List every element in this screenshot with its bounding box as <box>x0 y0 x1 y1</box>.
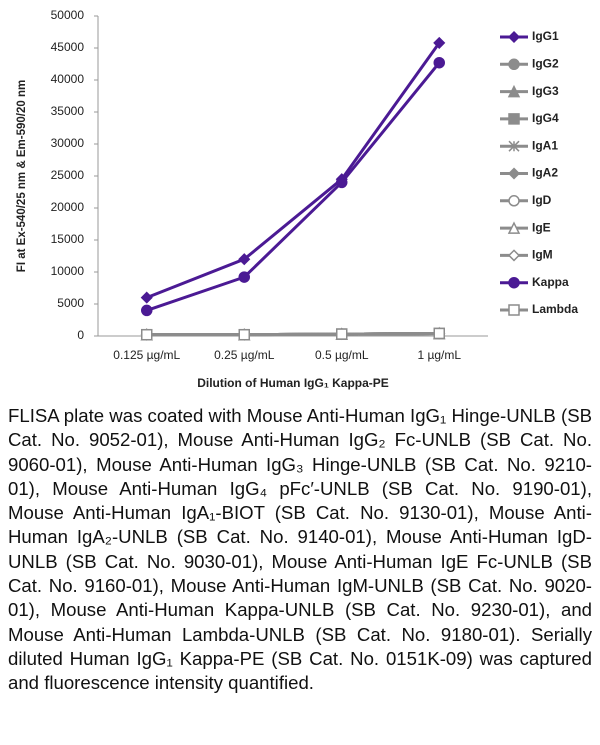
y-tick-label: 20000 <box>51 200 85 214</box>
y-tick-label: 30000 <box>51 136 85 150</box>
y-tick-label: 10000 <box>51 264 85 278</box>
legend-label: IgA1 <box>532 138 558 152</box>
x-tick-label: 0.5 µg/mL <box>315 348 369 362</box>
data-point <box>140 291 153 304</box>
series-line <box>146 61 441 312</box>
y-tick-label: 0 <box>77 328 84 342</box>
caption: FLISA plate was coated with Mouse Anti-H… <box>8 405 592 694</box>
y-tick-label: 50000 <box>51 8 85 22</box>
legend-label: Kappa <box>532 275 569 289</box>
data-point <box>141 304 153 317</box>
legend-marker <box>508 195 520 207</box>
x-tick-label: 1 µg/mL <box>417 348 461 362</box>
data-point <box>433 327 445 340</box>
y-tick-label: 5000 <box>57 296 84 310</box>
legend-label: IgG4 <box>532 111 559 125</box>
chart: FI at Ex-540/25 nm & Em-590/20 nm Diluti… <box>16 8 578 390</box>
legend-marker <box>507 30 521 44</box>
data-point <box>238 253 251 266</box>
legend-label: IgE <box>532 220 551 234</box>
series-line <box>146 331 440 337</box>
data-point <box>238 271 250 283</box>
y-tick-label: 25000 <box>51 168 85 182</box>
legend-marker <box>508 58 520 71</box>
data-point <box>433 56 445 69</box>
x-axis-title: Dilution of Human IgG₁ Kappa-PE <box>197 376 389 390</box>
legend-label: IgM <box>532 248 553 262</box>
data-point <box>433 36 446 49</box>
x-tick-label: 0.25 µg/mL <box>214 348 275 362</box>
series-line <box>146 42 441 299</box>
legend-marker <box>508 304 520 316</box>
y-tick-label: 35000 <box>51 104 85 118</box>
legend-label: Lambda <box>532 302 578 316</box>
legend-label: IgD <box>532 193 552 207</box>
data-point <box>238 328 250 341</box>
legend-label: IgG1 <box>532 29 559 43</box>
legend-marker <box>507 249 521 262</box>
legend-label: IgA2 <box>532 166 558 180</box>
legend-marker <box>508 113 520 125</box>
legend-marker <box>507 167 521 180</box>
legend-marker <box>507 84 521 98</box>
legend-marker <box>508 140 520 152</box>
y-tick-label: 40000 <box>51 72 85 86</box>
legend-label: IgG3 <box>532 84 559 98</box>
legend-marker <box>508 276 520 289</box>
y-axis-title: FI at Ex-540/25 nm & Em-590/20 nm <box>16 80 28 272</box>
x-tick-label: 0.125 µg/mL <box>113 348 180 362</box>
legend-label: IgG2 <box>532 56 559 70</box>
data-point <box>336 328 348 340</box>
y-tick-label: 45000 <box>51 40 85 54</box>
data-point <box>141 328 153 341</box>
data-point <box>336 176 348 189</box>
y-tick-label: 15000 <box>51 232 85 246</box>
legend-marker <box>507 221 521 234</box>
